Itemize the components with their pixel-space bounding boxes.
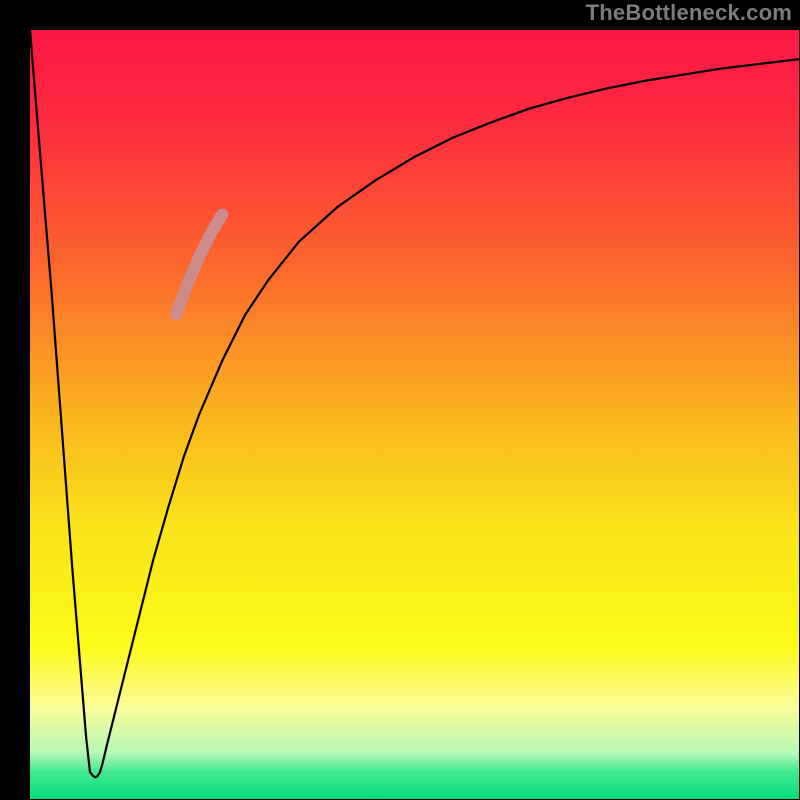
chart-container: TheBottleneck.com [0,0,800,800]
plot-background [30,30,799,799]
chart-svg [0,0,800,800]
watermark-text: TheBottleneck.com [586,0,792,26]
